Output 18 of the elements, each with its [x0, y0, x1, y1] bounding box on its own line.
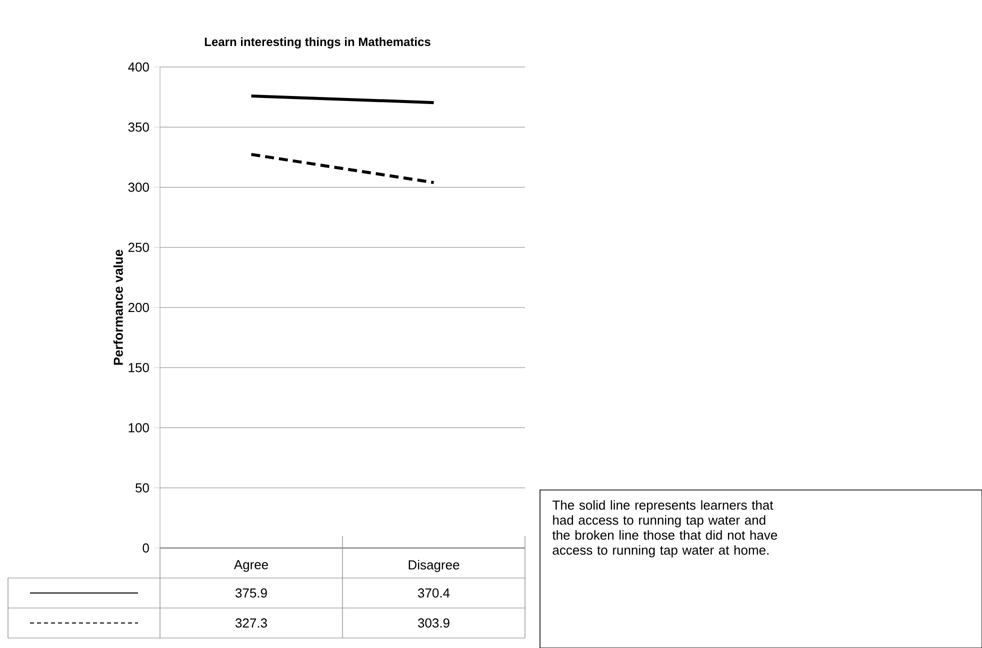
data-label: 375.9 — [235, 588, 267, 598]
x-tick-label: Agree — [234, 560, 268, 572]
y-tick-label: 0 — [142, 543, 149, 553]
text: The solid line represents learners that had access to running tap water and the broken line those that did not have access to running tap water at home. — [552, 500, 778, 558]
data-label: 303.9 — [418, 618, 450, 628]
y-tick-label: 150 — [128, 363, 149, 372]
y-tick-label: 200 — [128, 302, 149, 312]
data-label: 327.3 — [235, 618, 267, 628]
y-tick-label: 350 — [128, 122, 149, 132]
y-tick-label: 300 — [128, 182, 149, 192]
y-axis-title: Performance value — [113, 250, 123, 365]
y-tick-label: 250 — [128, 242, 149, 252]
data-label: 370.4 — [418, 588, 450, 598]
y-tick-label: 400 — [128, 62, 149, 72]
y-tick-label: 50 — [136, 483, 149, 492]
y-tick-label: 100 — [128, 423, 149, 432]
chart-title: Learn interesting things in Mathematics — [204, 37, 430, 48]
x-tick-label: Disagree — [408, 560, 460, 572]
